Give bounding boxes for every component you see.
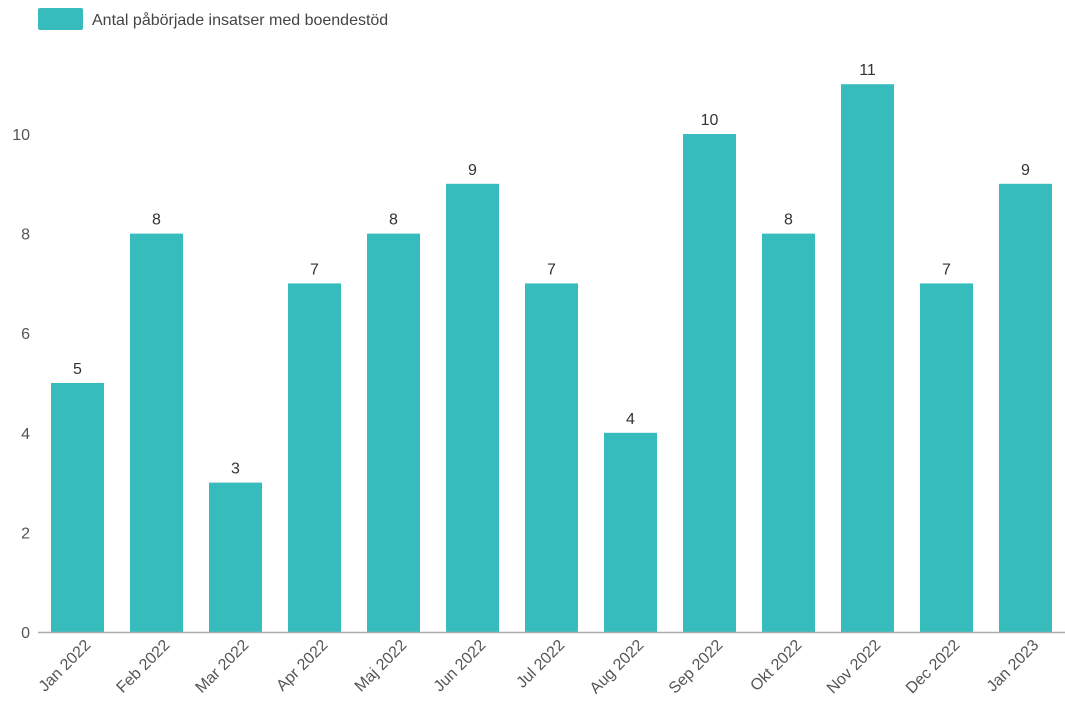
y-tick-label: 8 bbox=[21, 227, 30, 244]
data-label: 8 bbox=[389, 212, 398, 229]
bar bbox=[683, 134, 736, 632]
data-label: 5 bbox=[73, 361, 82, 378]
bar bbox=[51, 383, 104, 632]
bar bbox=[762, 233, 815, 632]
bar bbox=[367, 233, 420, 632]
y-tick-label: 6 bbox=[21, 326, 30, 343]
legend-label: Antal påbörjade insatser med boendestöd bbox=[92, 11, 388, 29]
data-label: 8 bbox=[784, 212, 793, 229]
x-tick-label: Okt 2022 bbox=[747, 637, 805, 695]
data-label: 8 bbox=[152, 212, 161, 229]
x-tick-label: Jan 2023 bbox=[984, 637, 1043, 696]
data-labels: 5 8 3 7 8 9 7 4 10 8 11 7 9 bbox=[73, 62, 1030, 477]
bar bbox=[920, 283, 973, 632]
data-label: 11 bbox=[859, 62, 876, 79]
x-axis-labels: Jan 2022 Feb 2022 Mar 2022 Apr 2022 Maj 2022… bbox=[36, 637, 1043, 698]
legend-swatch bbox=[38, 8, 83, 30]
data-label: 4 bbox=[626, 411, 635, 428]
x-tick-label: Apr 2022 bbox=[273, 637, 331, 695]
y-tick-label: 0 bbox=[21, 625, 30, 642]
bar bbox=[525, 283, 578, 632]
x-tick-label: Mar 2022 bbox=[193, 637, 253, 697]
y-tick-label: 2 bbox=[21, 525, 30, 542]
x-tick-label: Sep 2022 bbox=[666, 637, 727, 698]
x-tick-label: Maj 2022 bbox=[352, 637, 411, 696]
x-tick-label: Jul 2022 bbox=[514, 637, 569, 692]
bar bbox=[288, 283, 341, 632]
x-tick-label: Dec 2022 bbox=[903, 637, 964, 698]
x-tick-label: Aug 2022 bbox=[587, 637, 648, 698]
x-tick-label: Feb 2022 bbox=[114, 637, 174, 697]
y-tick-label: 4 bbox=[21, 426, 30, 443]
data-label: 9 bbox=[1021, 162, 1030, 179]
data-label: 3 bbox=[231, 461, 240, 478]
bar bbox=[999, 183, 1052, 633]
bar bbox=[209, 482, 262, 632]
bar bbox=[446, 183, 499, 633]
bar bbox=[130, 233, 183, 632]
x-tick-label: Nov 2022 bbox=[824, 637, 885, 698]
x-tick-label: Jan 2022 bbox=[36, 637, 95, 696]
data-label: 7 bbox=[942, 261, 951, 278]
data-label: 9 bbox=[468, 162, 477, 179]
data-label: 7 bbox=[547, 261, 556, 278]
bars bbox=[51, 84, 1052, 633]
bar bbox=[604, 432, 657, 632]
data-label: 7 bbox=[310, 261, 319, 278]
x-tick-label: Jun 2022 bbox=[431, 637, 490, 696]
y-axis-ticks: 0 2 4 6 8 10 bbox=[12, 127, 30, 642]
y-tick-label: 10 bbox=[12, 127, 30, 144]
data-label: 10 bbox=[701, 112, 719, 129]
bar bbox=[841, 84, 894, 632]
legend: Antal påbörjade insatser med boendestöd bbox=[38, 8, 388, 30]
